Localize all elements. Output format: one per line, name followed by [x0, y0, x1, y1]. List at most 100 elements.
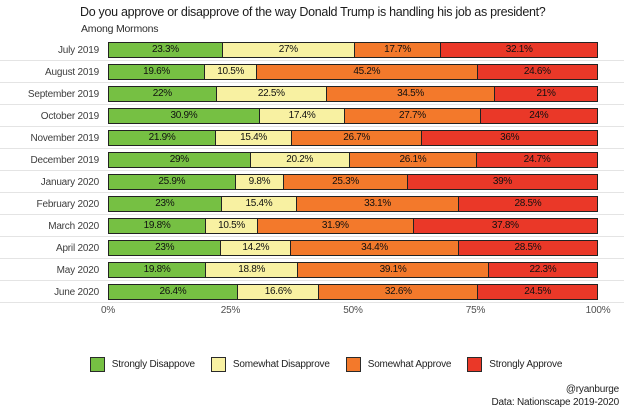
- legend-label: Strongly Approve: [489, 359, 563, 370]
- bar-segment: 23%: [109, 197, 221, 211]
- chart-row: December 2019 29% 20.2% 26.1% 24.7%: [0, 149, 624, 171]
- stacked-bar: 23.3% 27% 17.7% 32.1%: [108, 42, 598, 58]
- segment-value-label: 25.3%: [332, 176, 359, 187]
- bar-segment: 17.7%: [353, 43, 441, 57]
- row-label: October 2019: [40, 110, 99, 122]
- segment-value-label: 27.7%: [398, 110, 426, 121]
- bar-segment: 14.2%: [220, 241, 291, 255]
- chart-row: January 2020 25.9% 9.8% 25.3% 39%: [0, 171, 624, 193]
- segment-value-label: 39.1%: [379, 264, 407, 275]
- row-label: August 2019: [45, 66, 99, 78]
- segment-value-label: 24%: [529, 110, 549, 121]
- stacked-bar: 30.9% 17.4% 27.7% 24%: [108, 108, 598, 124]
- chart-row: October 2019 30.9% 17.4% 27.7% 24%: [0, 105, 624, 127]
- legend-item: Somewhat Approve: [345, 357, 452, 372]
- segment-value-label: 19.8%: [143, 264, 171, 275]
- bar-segment: 30.9%: [109, 109, 259, 123]
- segment-value-label: 19.6%: [143, 66, 170, 77]
- bar-segment: 9.8%: [234, 175, 284, 189]
- segment-value-label: 14.2%: [242, 242, 270, 253]
- segment-value-label: 31.9%: [321, 220, 349, 231]
- segment-value-label: 24.6%: [523, 66, 551, 77]
- segment-value-label: 39%: [492, 176, 512, 187]
- bar-segment: 26.1%: [348, 153, 477, 167]
- row-label: March 2020: [48, 220, 99, 232]
- legend-swatch: [89, 357, 105, 372]
- segment-value-label: 37.8%: [491, 220, 519, 231]
- segment-value-label: 32.6%: [384, 286, 412, 297]
- stacked-bar: 23% 14.2% 34.4% 28.5%: [108, 240, 598, 256]
- x-tick-label: 0%: [100, 305, 116, 316]
- stacked-bar: 26.4% 16.6% 32.6% 24.5%: [108, 284, 598, 300]
- bar-segment: 10.5%: [204, 65, 257, 79]
- bar-segment: 39%: [406, 175, 597, 189]
- segment-value-label: 15.4%: [245, 198, 273, 209]
- segment-value-label: 30.9%: [170, 110, 198, 121]
- segment-value-label: 10.5%: [218, 220, 245, 231]
- stacked-bar: 21.9% 15.4% 26.7% 36%: [108, 130, 598, 146]
- bar-segment: 33.1%: [296, 197, 458, 211]
- bar-segment: 26.7%: [290, 131, 422, 145]
- segment-value-label: 22.3%: [529, 264, 557, 275]
- bar-segment: 22.5%: [215, 87, 326, 101]
- legend: Strongly Disappove Somewhat Disapprove Som…: [14, 357, 624, 372]
- segment-value-label: 17.7%: [384, 44, 412, 55]
- bar-segment: 15.4%: [220, 197, 297, 211]
- bar-segment: 28.5%: [457, 197, 597, 211]
- x-tick-label: 25%: [220, 305, 241, 316]
- legend-label: Strongly Disappove: [111, 359, 195, 370]
- segment-value-label: 24.5%: [524, 286, 552, 297]
- bar-segment: 32.6%: [318, 285, 478, 299]
- legend-swatch: [210, 357, 226, 372]
- bar-segment: 32.1%: [440, 43, 597, 57]
- row-label: May 2020: [56, 264, 100, 276]
- segment-value-label: 26.4%: [159, 286, 187, 297]
- segment-value-label: 36%: [500, 132, 520, 143]
- bar-segment: 19.6%: [109, 65, 205, 79]
- chart-title: Do you approve or disapprove of the way …: [80, 5, 546, 19]
- chart-row: June 2020 26.4% 16.6% 32.6% 24.5%: [0, 281, 624, 303]
- segment-value-label: 34.4%: [361, 242, 388, 253]
- bar-segment: 28.5%: [457, 241, 597, 255]
- segment-value-label: 17.4%: [288, 110, 316, 121]
- stacked-bar: 19.6% 10.5% 45.2% 24.6%: [108, 64, 598, 80]
- bar-segment: 10.5%: [205, 219, 257, 233]
- x-axis: 0% 25% 50% 75% 100%: [101, 305, 611, 319]
- bar-segment: 25.9%: [109, 175, 235, 189]
- x-tick-label: 50%: [343, 305, 363, 316]
- segment-value-label: 19.8%: [143, 220, 171, 231]
- bar-segment: 22%: [109, 87, 216, 101]
- bar-segment: 24.5%: [477, 285, 597, 299]
- legend-label: Somewhat Approve: [367, 359, 452, 370]
- legend-swatch: [467, 357, 483, 372]
- chart-row: February 2020 23% 15.4% 33.1% 28.5%: [0, 193, 624, 215]
- row-label: September 2019: [27, 88, 99, 100]
- chart-row: July 2019 23.3% 27% 17.7% 32.1%: [0, 39, 624, 61]
- chart-row: August 2019 19.6% 10.5% 45.2% 24.6%: [0, 61, 624, 83]
- chart-rows: July 2019 23.3% 27% 17.7% 32.1% August 2019 19…: [0, 39, 624, 303]
- stacked-bar: 23% 15.4% 33.1% 28.5%: [108, 196, 598, 212]
- stacked-bar: 25.9% 9.8% 25.3% 39%: [108, 174, 598, 190]
- stacked-bar: 29% 20.2% 26.1% 24.7%: [108, 152, 598, 168]
- segment-value-label: 20.2%: [286, 154, 314, 165]
- segment-value-label: 29%: [169, 154, 189, 165]
- credits: @ryanburge Data: Nationscape 2019-2020: [491, 383, 620, 409]
- segment-value-label: 9.8%: [248, 176, 271, 187]
- segment-value-label: 16.6%: [264, 286, 292, 297]
- credit-source: Data: Nationscape 2019-2020: [491, 397, 620, 408]
- segment-value-label: 26.7%: [343, 132, 371, 143]
- bar-segment: 29%: [109, 153, 250, 167]
- bar-segment: 21%: [494, 87, 597, 101]
- bar-segment: 19.8%: [109, 219, 206, 233]
- bar-segment: 25.3%: [283, 175, 407, 189]
- chart-row: March 2020 19.8% 10.5% 31.9% 37.8%: [0, 215, 624, 237]
- bar-segment: 24.7%: [476, 153, 597, 167]
- segment-value-label: 28.5%: [514, 198, 542, 209]
- chart-subtitle: Among Mormons: [81, 23, 159, 35]
- bar-segment: 34.4%: [290, 241, 458, 255]
- credit-handle: @ryanburge: [565, 384, 619, 395]
- row-label: February 2020: [36, 198, 100, 210]
- row-label: April 2020: [55, 242, 99, 254]
- chart-row: April 2020 23% 14.2% 34.4% 28.5%: [0, 237, 624, 259]
- row-label: January 2020: [40, 176, 99, 188]
